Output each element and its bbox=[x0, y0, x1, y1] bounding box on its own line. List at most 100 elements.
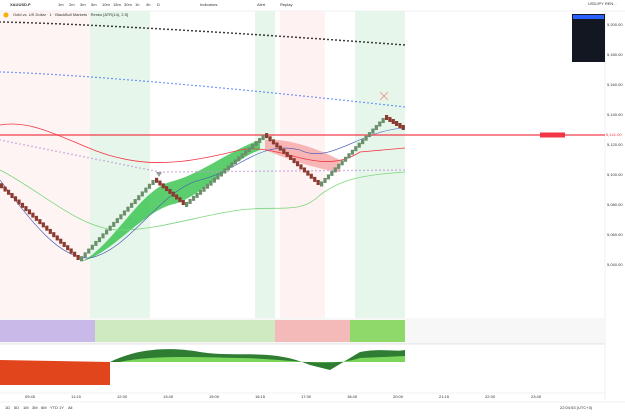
dot bbox=[367, 169, 369, 172]
range-btn[interactable]: 1M bbox=[23, 405, 29, 410]
dot bbox=[79, 23, 81, 26]
brick bbox=[108, 225, 112, 231]
dot bbox=[155, 27, 157, 30]
brick bbox=[388, 117, 392, 122]
dot bbox=[319, 169, 321, 172]
dot bbox=[383, 103, 385, 106]
dot bbox=[35, 22, 37, 24]
dot bbox=[15, 21, 17, 24]
brick bbox=[24, 206, 28, 212]
dot bbox=[15, 71, 17, 74]
bg-band bbox=[255, 11, 275, 318]
dot bbox=[31, 21, 33, 24]
dot bbox=[115, 162, 117, 164]
indicators-btn[interactable]: Indicators bbox=[200, 2, 217, 7]
timeframe-btn[interactable]: 10m bbox=[102, 2, 110, 7]
legend-title: Gold vs. US Dollar · 1 · BlackBull Marke… bbox=[13, 12, 128, 17]
brick bbox=[212, 177, 217, 183]
range-btn[interactable]: 1Y bbox=[59, 405, 64, 410]
dot bbox=[263, 170, 265, 172]
timeframe-btn[interactable]: 3m bbox=[80, 2, 86, 7]
timeframe-btn[interactable]: 1m bbox=[58, 2, 64, 7]
dot bbox=[227, 170, 229, 173]
range-btn[interactable]: 3M bbox=[32, 405, 38, 410]
dot bbox=[251, 33, 253, 36]
brick bbox=[202, 186, 206, 192]
dot bbox=[343, 169, 345, 172]
timeframe-btn[interactable]: 15m bbox=[113, 2, 121, 7]
timeframe-btn[interactable]: 5m bbox=[91, 2, 97, 7]
price-label: 5,100.00 bbox=[607, 172, 623, 177]
dot bbox=[323, 38, 325, 41]
dot bbox=[327, 38, 329, 41]
dot bbox=[87, 156, 89, 159]
dot bbox=[391, 104, 393, 107]
price-label: 5,140.00 bbox=[607, 112, 623, 117]
range-btn[interactable]: 5D bbox=[14, 405, 19, 410]
dot bbox=[119, 25, 121, 28]
timeframe-btn[interactable]: 1h bbox=[135, 2, 139, 7]
range-btn[interactable]: YTD bbox=[50, 405, 58, 410]
watch[interactable]: USDJPY REN... bbox=[588, 1, 617, 6]
dot bbox=[51, 73, 53, 76]
dot bbox=[107, 77, 109, 79]
dot bbox=[7, 140, 9, 143]
dot bbox=[231, 32, 233, 35]
dot bbox=[123, 164, 125, 166]
brick bbox=[261, 135, 265, 140]
price-label: 5,160.00 bbox=[607, 82, 623, 87]
dot bbox=[91, 157, 93, 160]
brick bbox=[398, 123, 402, 128]
dot bbox=[327, 97, 329, 100]
dot bbox=[95, 76, 97, 79]
dot bbox=[95, 24, 97, 27]
dot bbox=[15, 142, 17, 144]
dot bbox=[367, 102, 369, 104]
replay-btn[interactable]: Replay bbox=[280, 2, 292, 7]
dot bbox=[403, 44, 405, 46]
dot bbox=[175, 28, 177, 31]
brick bbox=[185, 201, 189, 207]
dot bbox=[347, 169, 349, 172]
price-label: 5,060.00 bbox=[607, 232, 623, 237]
brick bbox=[90, 244, 94, 250]
timeframe-btn[interactable]: 30m bbox=[124, 2, 132, 7]
brick bbox=[175, 194, 179, 200]
dot bbox=[235, 88, 237, 91]
brick bbox=[302, 167, 307, 173]
dot bbox=[131, 26, 133, 29]
brick bbox=[168, 188, 172, 194]
brick bbox=[122, 210, 127, 216]
dot bbox=[399, 43, 401, 46]
dot bbox=[75, 75, 77, 77]
dot bbox=[175, 83, 177, 85]
dot bbox=[139, 167, 141, 169]
dot bbox=[67, 23, 69, 26]
dot bbox=[195, 170, 197, 173]
dot bbox=[383, 169, 385, 171]
dot bbox=[283, 35, 285, 38]
brick bbox=[237, 156, 241, 162]
dot bbox=[355, 169, 357, 172]
timeframe-btn[interactable]: 4h bbox=[146, 2, 150, 7]
marker bbox=[156, 172, 162, 177]
symbol[interactable]: XAUUSD.P bbox=[10, 2, 31, 7]
timeframe-btn[interactable]: 2m bbox=[69, 2, 75, 7]
dot bbox=[147, 27, 149, 30]
dot bbox=[231, 88, 233, 90]
dot bbox=[379, 42, 381, 45]
alert-btn[interactable]: Alert bbox=[257, 2, 266, 7]
timeframe-btn[interactable]: D bbox=[157, 2, 160, 7]
dot bbox=[99, 76, 101, 79]
dot bbox=[267, 34, 269, 37]
range-btn[interactable]: All bbox=[68, 405, 73, 410]
dot bbox=[227, 87, 229, 90]
dot bbox=[295, 94, 297, 96]
dot bbox=[71, 75, 73, 77]
dot bbox=[335, 39, 337, 41]
range-btn[interactable]: 6M bbox=[41, 405, 47, 410]
dot bbox=[395, 169, 397, 171]
dot bbox=[43, 22, 45, 25]
range-btn[interactable]: 1D bbox=[5, 405, 10, 410]
dot bbox=[199, 170, 201, 173]
